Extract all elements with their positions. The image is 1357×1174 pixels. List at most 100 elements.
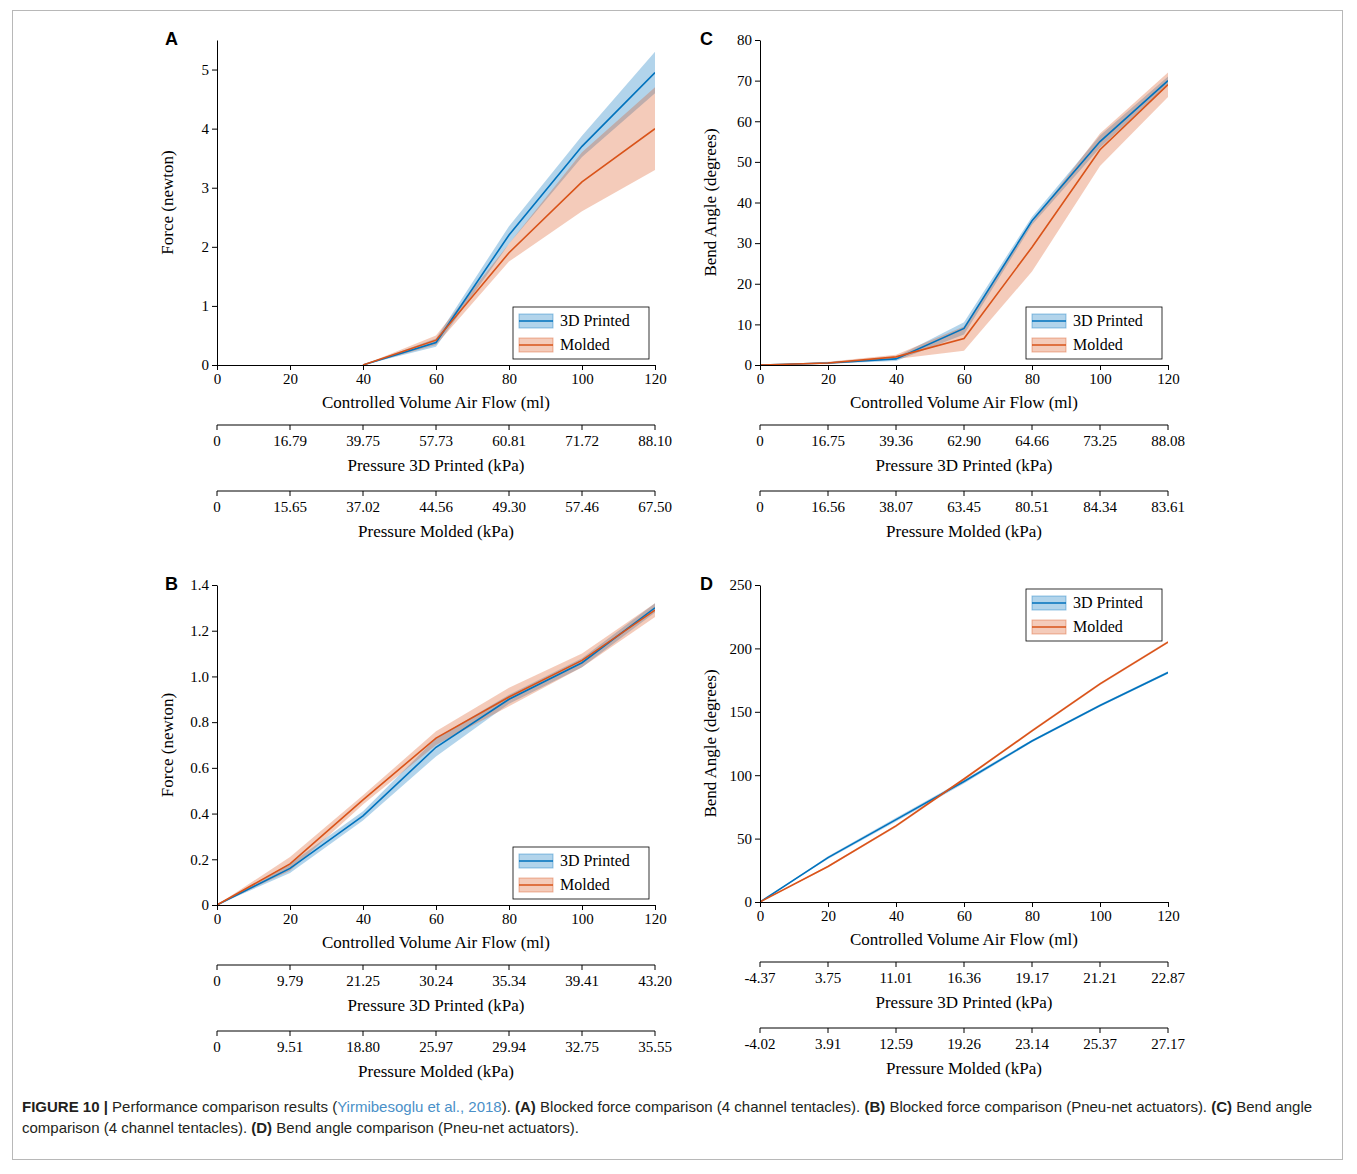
tick-label: 0 xyxy=(756,433,764,449)
tick-mark xyxy=(1168,962,1169,967)
tick-mark xyxy=(828,962,829,967)
tick-label: 16.79 xyxy=(273,433,307,449)
tick-label: 57.73 xyxy=(419,433,453,449)
tick: 120 xyxy=(644,365,667,387)
legend-swatch xyxy=(1032,596,1066,610)
tick-mark xyxy=(760,962,761,967)
tick-label: 60 xyxy=(957,371,972,387)
caption-letter: (D) xyxy=(251,1119,272,1136)
legend-line xyxy=(519,884,553,886)
tick-label: 0 xyxy=(745,894,753,910)
legend-label: 3D Printed xyxy=(560,312,630,329)
tick: 5 xyxy=(202,62,218,78)
tick-label: 0 xyxy=(202,897,210,913)
tick-label: 100 xyxy=(1089,371,1112,387)
tick-mark xyxy=(1032,365,1033,370)
tick-label: 22.87 xyxy=(1151,970,1185,986)
tick-mark xyxy=(1100,902,1101,907)
tick: 0 xyxy=(202,357,218,373)
tick: 100 xyxy=(571,365,594,387)
tick: 120 xyxy=(1157,902,1180,924)
tick-mark xyxy=(1100,1028,1101,1033)
tick-label: 20 xyxy=(283,911,298,927)
tick-mark xyxy=(212,129,217,130)
caption-letter: (C) xyxy=(1211,1098,1232,1115)
axis-title: Pressure Molded (kPa) xyxy=(886,1059,1042,1078)
tick-label: 0 xyxy=(213,973,221,989)
legend-label: 3D Printed xyxy=(1073,312,1143,329)
tick-label: 3.75 xyxy=(815,970,841,986)
tick-label: 100 xyxy=(571,371,594,387)
tick-mark xyxy=(363,1031,364,1036)
tick-label: 10 xyxy=(737,317,752,333)
series-line xyxy=(217,610,655,905)
tick-mark xyxy=(363,905,364,910)
tick-label: 0.2 xyxy=(190,852,209,868)
tick-label: 0 xyxy=(202,357,210,373)
tick-mark xyxy=(1100,491,1101,496)
caption: FIGURE 10 | Performance comparison resul… xyxy=(22,1096,1322,1138)
tick-mark xyxy=(212,722,217,723)
tick-label: 3 xyxy=(202,180,210,196)
tick-mark xyxy=(217,365,218,370)
legend-line xyxy=(519,320,553,322)
tick-mark xyxy=(363,491,364,496)
tick-label: 120 xyxy=(644,911,667,927)
tick-label: 40 xyxy=(356,911,371,927)
tick-mark xyxy=(509,1031,510,1036)
panel: B020406080100120Controlled Volume Air Fl… xyxy=(158,574,672,1081)
tick-mark xyxy=(896,902,897,907)
tick-mark xyxy=(582,491,583,496)
tick-mark xyxy=(1032,962,1033,967)
tick-mark xyxy=(755,902,760,903)
tick-label: 200 xyxy=(730,641,753,657)
tick-label: 0.6 xyxy=(190,760,209,776)
tick-label: 0.4 xyxy=(190,806,209,822)
tick-mark xyxy=(755,40,760,41)
tick-label: 20 xyxy=(283,371,298,387)
caption-letter: (B) xyxy=(864,1098,885,1115)
pressure-axis: 016.5638.0763.4580.5184.3483.61Pressure … xyxy=(756,491,1185,541)
tick: 0.2 xyxy=(190,852,217,868)
tick: 60 xyxy=(429,365,444,387)
tick: 120 xyxy=(1157,365,1180,387)
tick: 100 xyxy=(571,905,594,927)
axis-line xyxy=(760,586,761,903)
tick-label: 70 xyxy=(737,73,752,89)
tick-label: 12.59 xyxy=(879,1036,913,1052)
tick: 80 xyxy=(502,905,517,927)
tick-label: 0 xyxy=(745,357,753,373)
tick-label: 0 xyxy=(756,499,764,515)
tick-label: 40 xyxy=(737,195,752,211)
tick-mark xyxy=(828,491,829,496)
error-band xyxy=(760,77,1168,365)
tick: 200 xyxy=(730,641,761,657)
tick-mark xyxy=(212,188,217,189)
tick-mark xyxy=(655,1031,656,1036)
y-axis: 050100150200250 xyxy=(730,577,761,910)
y-axis: 01020304050607080 xyxy=(737,32,761,373)
tick: 1.4 xyxy=(190,577,217,593)
legend-box xyxy=(513,307,649,359)
axis-title: Pressure Molded (kPa) xyxy=(358,1062,514,1081)
tick-label: 57.46 xyxy=(565,499,599,515)
tick-label: 120 xyxy=(1157,371,1180,387)
tick: 80 xyxy=(1025,365,1040,387)
tick: 80 xyxy=(737,32,760,48)
tick: 4 xyxy=(202,121,218,137)
legend-swatch xyxy=(1032,338,1066,352)
tick-mark xyxy=(582,365,583,370)
legend-box xyxy=(1026,307,1162,359)
tick-label: 1.0 xyxy=(190,669,209,685)
tick-label: 20 xyxy=(737,276,752,292)
tick-label: 3.91 xyxy=(815,1036,841,1052)
tick-mark xyxy=(655,491,656,496)
tick-mark xyxy=(290,491,291,496)
tick-label: 30.24 xyxy=(419,973,453,989)
pressure-axis: 016.7539.3662.9064.6673.2588.08Pressure … xyxy=(756,425,1185,475)
figure-frame xyxy=(12,10,1343,1160)
legend-line xyxy=(1032,344,1066,346)
tick: 60 xyxy=(429,905,444,927)
axis-title: Controlled Volume Air Flow (ml) xyxy=(322,393,550,412)
tick-mark xyxy=(760,365,761,370)
